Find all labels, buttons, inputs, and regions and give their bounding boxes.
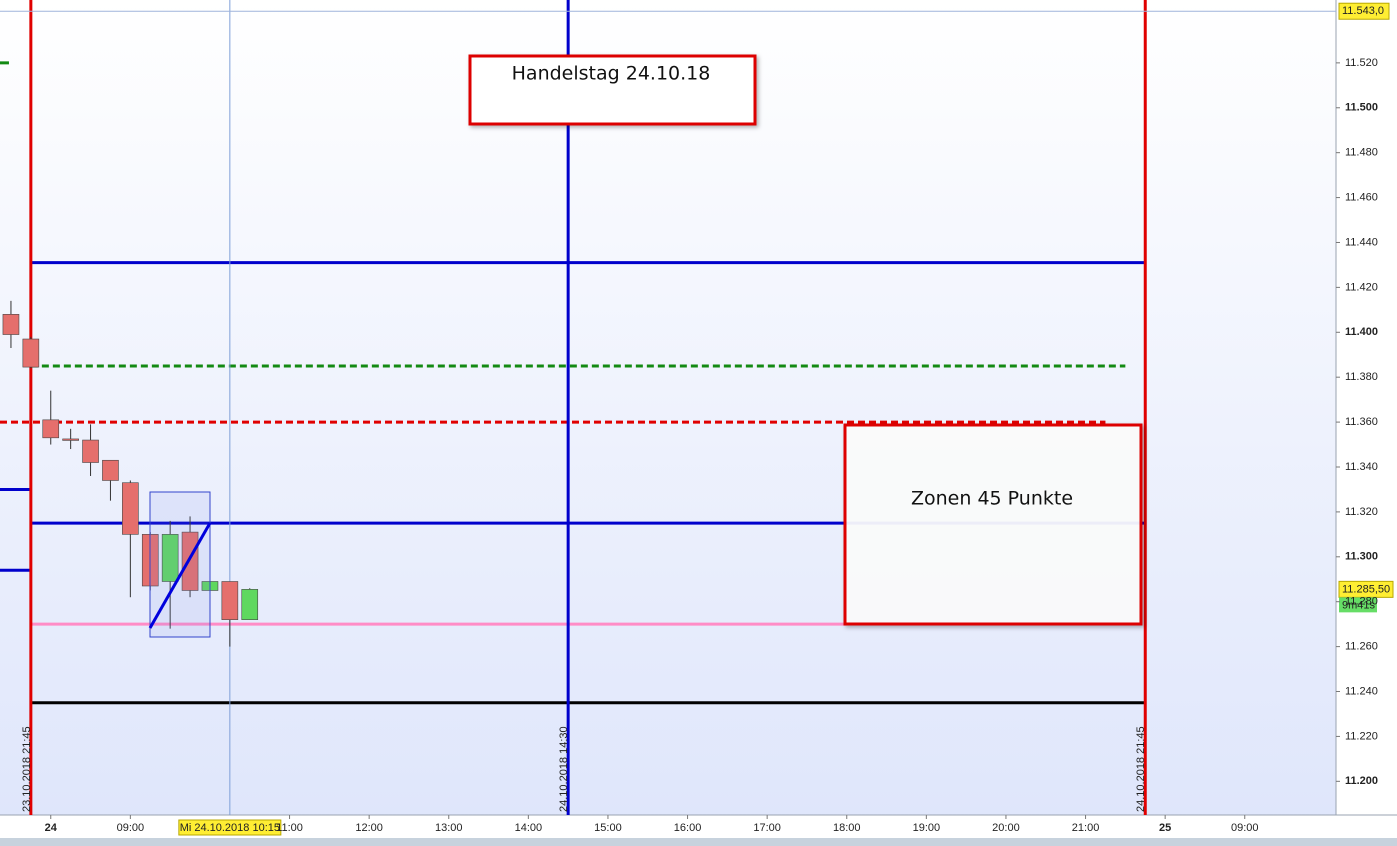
last-price-label: 11.285,50 [1342,583,1390,595]
x-tick-label: 21:00 [1072,822,1100,834]
y-tick-label: 11.480 [1345,147,1378,159]
x-tick-label: 13:00 [435,822,463,834]
price-tag [1338,2,1390,20]
note-frame [468,54,757,126]
candles [2,300,259,647]
candle-body [241,589,259,620]
y-tick-label: 11.240 [1345,685,1378,697]
vertical-line-label: 23.10.2018 21:45 [21,726,33,812]
x-tick-label: 09:00 [1231,822,1259,834]
note-frame [843,423,1143,626]
y-tick-label: 11.460 [1345,191,1378,203]
x-tick-label: 17:00 [753,822,781,834]
y-tick-label: 11.400 [1345,326,1378,338]
drawing-trendline [148,522,212,629]
y-tick-label: 11.420 [1345,281,1378,293]
timer-tag [1339,597,1377,613]
y-tick-label: 11.340 [1345,461,1378,473]
time-axis [0,815,1397,838]
price-tag-label: 11.543,0 [1342,5,1384,17]
y-tick-label: 11.300 [1345,551,1378,563]
x-tick-label: 25 [1159,822,1171,834]
cursor-time-tag [178,819,282,836]
candle-body [62,438,79,441]
candle-body [82,439,99,463]
candle-body [181,531,199,591]
x-tick-label: 18:00 [833,822,861,834]
y-tick-label: 11.200 [1345,775,1378,787]
candle-body [102,459,119,481]
candle-body [161,534,179,582]
y-tick-label: 11.320 [1345,506,1378,518]
note-box: Handelstag 24.10.18 [468,54,757,126]
candle-body [42,419,60,439]
candle-body [221,581,239,620]
cursor-time-label: Mi 24.10.2018 10:15 [180,822,280,834]
y-tick-label: 11.280 [1345,596,1378,608]
price-axis [1336,0,1397,815]
candle-body [22,338,40,368]
note-box: Zonen 45 Punkte [843,423,1143,626]
x-tick-label: 09:00 [117,822,145,834]
x-tick-label: 14:00 [515,822,543,834]
x-tick-label: 12:00 [355,822,383,834]
status-bar [0,838,1397,846]
y-tick-label: 11.260 [1345,641,1378,653]
drawings [0,0,1336,815]
timer-label: 9m41s [1342,599,1376,611]
vertical-line-label: 24.10.2018 21:45 [1135,726,1147,812]
x-tick-label: 19:00 [913,822,941,834]
plot-area [0,0,1336,815]
x-tick-label: 11:00 [276,822,303,834]
x-tick-label: 24 [45,822,58,834]
x-tick-label: 20:00 [992,822,1020,834]
y-tick-label: 11.220 [1345,730,1378,742]
y-tick-label: 11.520 [1345,57,1378,69]
candle-body [2,314,20,335]
y-tick-label: 11.360 [1345,416,1378,428]
y-tick-label: 11.380 [1345,371,1378,383]
y-tick-label: 11.440 [1345,236,1378,248]
candle-body [122,482,139,535]
x-tick-label: 15:00 [594,822,622,834]
note-text: Handelstag 24.10.18 [512,63,711,85]
y-tick-label: 11.500 [1345,102,1378,114]
vertical-line-label: 24.10.2018 14:30 [558,726,570,812]
x-tick-label: 16:00 [674,822,702,834]
overlay: 23.10.2018 21:45 24.10.2018 14:30 24.10.20… [21,2,1394,836]
note-text: Zonen 45 Punkte [911,488,1073,510]
